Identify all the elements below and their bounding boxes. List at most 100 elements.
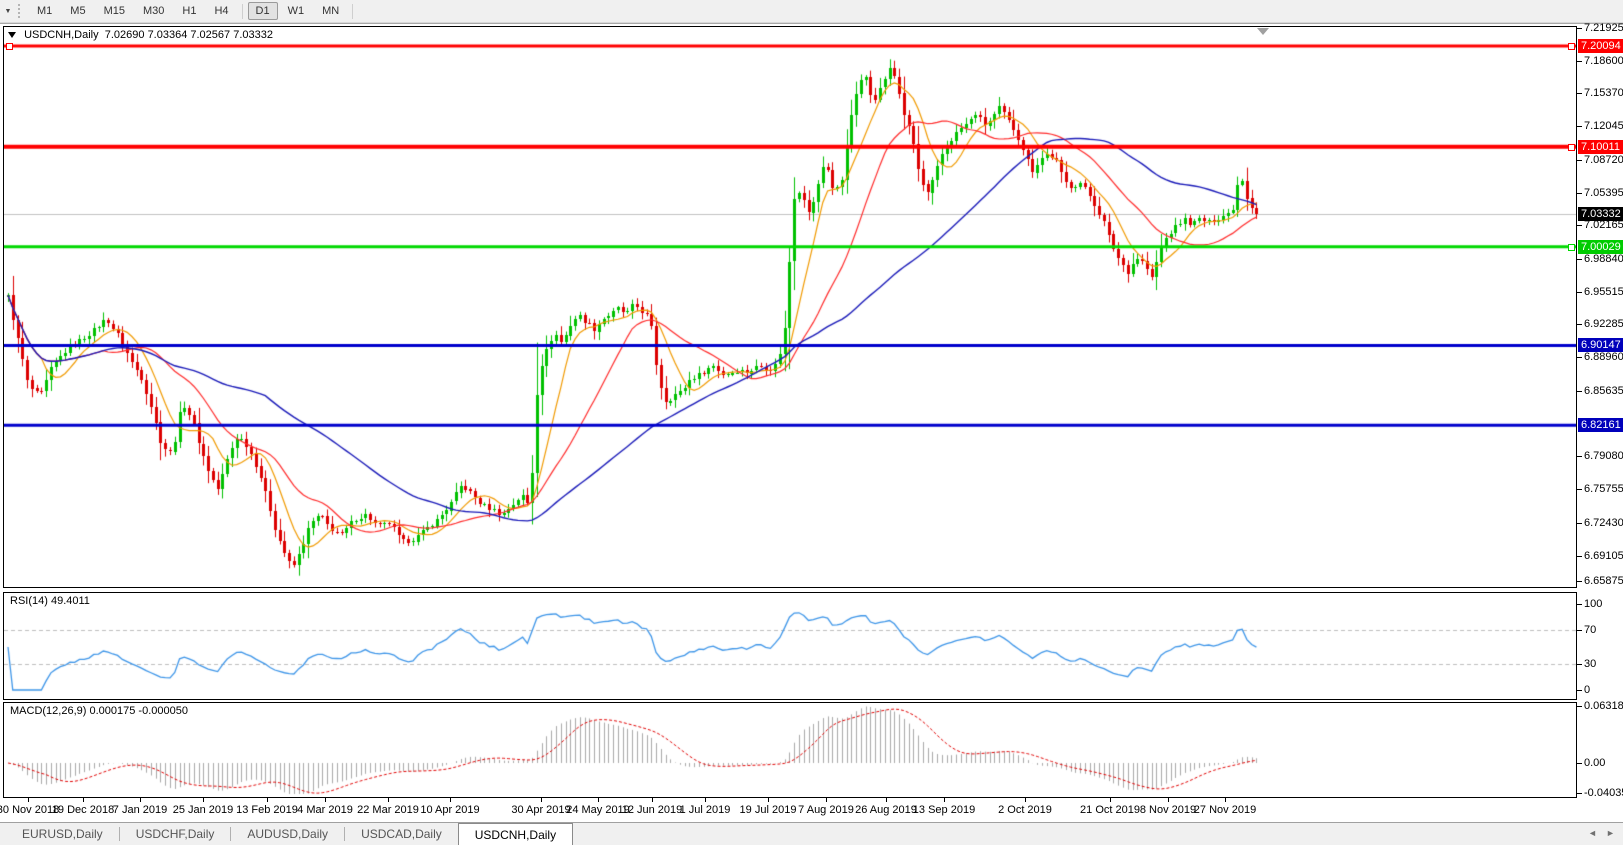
date-label: 19 Jul 2019: [739, 804, 797, 816]
timeframe-button-mn[interactable]: MN: [322, 5, 340, 17]
candlestick-chart-canvas[interactable]: [4, 27, 1576, 587]
price-tick-mark: [1577, 193, 1582, 194]
price-tick-mark: [1577, 489, 1582, 490]
price-tick-label: 7.12045: [1584, 120, 1623, 132]
price-tick-mark: [1577, 61, 1582, 62]
timeframe-button-h1[interactable]: H1: [182, 5, 197, 17]
rsi-tick-label: 70: [1584, 624, 1597, 636]
rsi-tick-mark: [1577, 604, 1582, 605]
date-tick-mark: [768, 798, 769, 802]
chart-tab-usdchf[interactable]: USDCHF,Daily: [135, 827, 215, 841]
date-label: 27 Nov 2019: [1193, 804, 1257, 816]
price-tick-mark: [1577, 225, 1582, 226]
date-label: 19 Dec 2018: [51, 804, 115, 816]
chart-tab-usdcad[interactable]: USDCAD,Daily: [361, 827, 442, 841]
date-label: 30 Apr 2019: [511, 804, 571, 816]
main-chart-panel[interactable]: [3, 26, 1577, 588]
price-tick-label: 6.75755: [1584, 483, 1623, 495]
macd-tick-label: 0.063184: [1584, 700, 1623, 712]
rsi-tick-label: 0: [1584, 684, 1591, 696]
toolbar-grip[interactable]: [18, 4, 23, 18]
date-label: 21 Oct 2019: [1080, 804, 1140, 816]
chart-title: USDCNH,Daily 7.02690 7.03364 7.02567 7.0…: [8, 29, 273, 41]
price-tick-mark: [1577, 456, 1582, 457]
date-tick-mark: [28, 798, 29, 802]
price-tick-label: 7.18600: [1584, 55, 1623, 67]
date-label: 25 Jan 2019: [172, 804, 234, 816]
price-tick-label: 6.69105: [1584, 550, 1623, 562]
macd-label: MACD(12,26,9) 0.000175 -0.000050: [10, 705, 188, 717]
price-tick-label: 6.98840: [1584, 253, 1623, 265]
timeframe-button-m5[interactable]: M5: [70, 5, 86, 17]
price-tick-label: 6.65875: [1584, 575, 1623, 587]
chart-tab-audusd[interactable]: AUDUSD,Daily: [247, 827, 329, 841]
tab-scroll-right-icon[interactable]: ►: [1606, 828, 1615, 838]
date-label: 2 Oct 2019: [998, 804, 1052, 816]
macd-chart-canvas[interactable]: [4, 703, 1576, 797]
date-label: 13 Feb 2019: [236, 804, 298, 816]
chart-tab-eurusd[interactable]: EURUSD,Daily: [22, 827, 103, 841]
price-tick-mark: [1577, 28, 1582, 29]
timeframe-button-d1[interactable]: D1: [247, 2, 278, 20]
date-tick-mark: [203, 798, 204, 802]
price-tick-mark: [1577, 391, 1582, 392]
rsi-tick-mark: [1577, 664, 1582, 665]
hline-handle[interactable]: [1568, 244, 1575, 251]
timeframe-button-m30[interactable]: M30: [142, 5, 165, 17]
price-tick-mark: [1577, 93, 1582, 94]
chart-tab-usdcnh[interactable]: USDCNH,Daily: [457, 823, 574, 845]
price-tick-mark: [1577, 324, 1582, 325]
chart-collapse-icon[interactable]: [8, 32, 16, 38]
price-badge: 6.90147: [1578, 338, 1623, 352]
hline-handle[interactable]: [1568, 144, 1575, 151]
toolbar-separator: [241, 3, 243, 19]
date-tick-mark: [944, 798, 945, 802]
price-tick-label: 6.85635: [1584, 385, 1623, 397]
macd-panel[interactable]: [3, 702, 1577, 798]
price-tick-mark: [1577, 523, 1582, 524]
date-label: 1 Jul 2019: [679, 804, 731, 816]
rsi-chart-canvas[interactable]: [4, 593, 1576, 699]
price-tick-label: 6.92285: [1584, 318, 1623, 330]
date-label: 7 Aug 2019: [798, 804, 854, 816]
price-tick-label: 6.79080: [1584, 450, 1623, 462]
chart-ohlc-values: 7.02690 7.03364 7.02567 7.03332: [104, 29, 273, 41]
price-tick-mark: [1577, 556, 1582, 557]
macd-tick-mark: [1577, 706, 1582, 707]
price-tick-label: 7.15370: [1584, 87, 1623, 99]
chart-symbol-label: USDCNH,Daily: [24, 29, 99, 41]
macd-tick-mark: [1577, 793, 1582, 794]
rsi-panel[interactable]: [3, 592, 1577, 700]
date-tick-mark: [652, 798, 653, 802]
price-tick-mark: [1577, 357, 1582, 358]
date-label: 4 Mar 2019: [297, 804, 353, 816]
timeframe-button-w1[interactable]: W1: [287, 5, 305, 17]
date-label: 22 Mar 2019: [357, 804, 419, 816]
date-tick-mark: [541, 798, 542, 802]
tab-separator: [230, 827, 232, 841]
chart-dropdown-button[interactable]: ▼: [4, 7, 12, 15]
price-badge: 7.03332: [1578, 207, 1623, 221]
chart-shift-marker[interactable]: [1257, 28, 1269, 35]
timeframe-button-m15[interactable]: M15: [103, 5, 125, 17]
date-label: 30 Nov 2018: [0, 804, 60, 816]
price-tick-mark: [1577, 126, 1582, 127]
date-tick-mark: [1168, 798, 1169, 802]
window-separator: [0, 23, 1623, 24]
hline-handle[interactable]: [1568, 43, 1575, 50]
price-tick-label: 6.88960: [1584, 351, 1623, 363]
tab-scroll-left-icon[interactable]: ◄: [1588, 828, 1597, 838]
timeframe-button-h4[interactable]: H4: [214, 5, 229, 17]
macd-tick-label: 0.00: [1584, 757, 1606, 769]
rsi-tick-mark: [1577, 630, 1582, 631]
hline-handle[interactable]: [6, 43, 13, 50]
date-tick-mark: [886, 798, 887, 802]
date-label: 24 May 2019: [566, 804, 630, 816]
date-tick-mark: [388, 798, 389, 802]
date-tick-mark: [598, 798, 599, 802]
date-tick-mark: [1110, 798, 1111, 802]
timeframe-button-m1[interactable]: M1: [37, 5, 53, 17]
date-tick-mark: [83, 798, 84, 802]
rsi-tick-label: 100: [1584, 598, 1603, 610]
price-badge: 6.82161: [1578, 418, 1623, 432]
